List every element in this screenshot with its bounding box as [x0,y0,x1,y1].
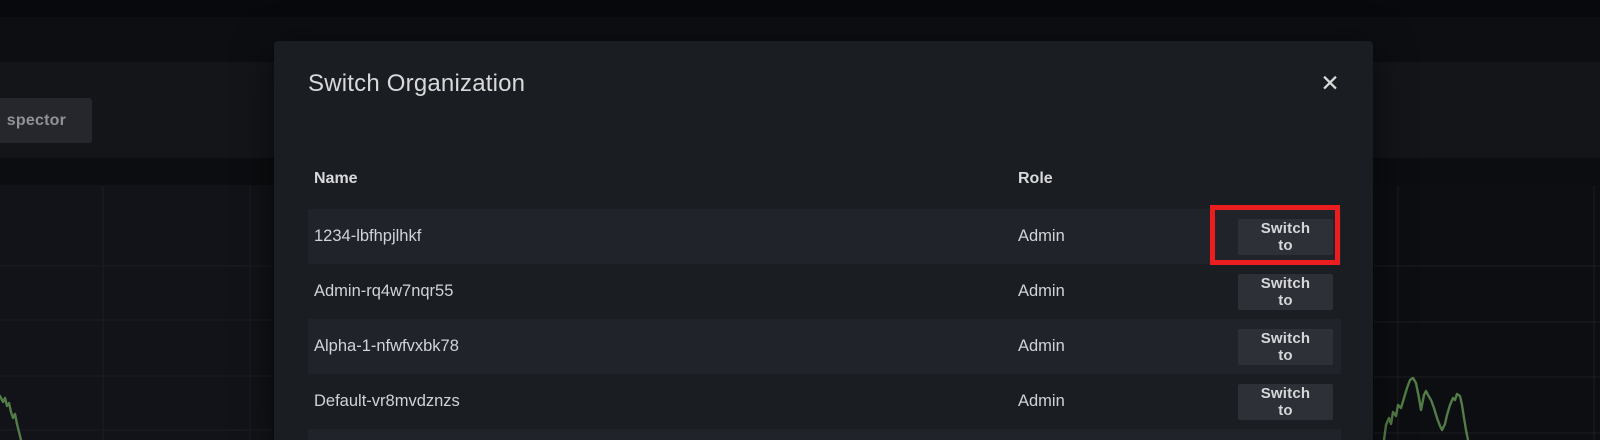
background-chart-line-right [1382,376,1470,440]
organization-table: Name Role 1234-lbfhpjlhkf Admin Switch t… [308,149,1341,440]
modal-title: Switch Organization [308,70,526,97]
background-top-bar [0,0,1600,17]
table-header-row: Name Role [308,149,1341,209]
org-name-cell: Default-vr8mvdznzs [314,392,460,410]
table-row: 1234-lbfhpjlhkf Admin Switch to [308,209,1341,264]
background-inspector-button[interactable]: spector [0,98,92,143]
switch-organization-modal: Switch Organization ✕ Name Role 1234-lbf… [274,41,1373,440]
org-role-cell: Admin [1018,337,1065,355]
org-name-cell: Alpha-1-nfwfvxbk78 [314,337,459,355]
switch-to-button[interactable]: Switch to [1238,273,1333,310]
switch-to-button[interactable]: Switch to [1238,218,1333,255]
name-column-header: Name [314,170,358,187]
role-column-header: Role [1018,170,1053,187]
switch-to-button[interactable]: Switch to [1238,383,1333,420]
org-name-cell: 1234-lbfhpjlhkf [314,227,422,245]
org-role-cell: Admin [1018,227,1065,245]
table-row: Alpha-1-nfwfvxbk78 Admin Switch to [308,319,1341,374]
background-chart-line-left [0,394,23,440]
background-panel [0,185,273,440]
table-row-partial [308,429,1341,440]
switch-to-button[interactable]: Switch to [1238,328,1333,365]
org-role-cell: Admin [1018,392,1065,410]
table-row: Default-vr8mvdznzs Admin Switch to [308,374,1341,429]
org-role-cell: Admin [1018,282,1065,300]
org-name-cell: Admin-rq4w7nqr55 [314,282,454,300]
close-icon[interactable]: ✕ [1315,69,1345,99]
table-row: Admin-rq4w7nqr55 Admin Switch to [308,264,1341,319]
background-inspector-button-label: spector [6,111,66,129]
